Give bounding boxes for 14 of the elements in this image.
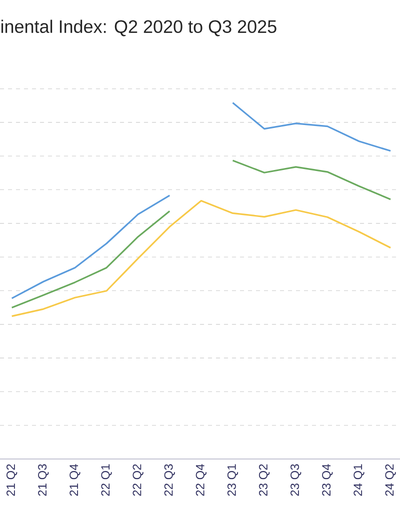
x-tick-label: 24 Q2: [385, 464, 396, 496]
x-tick-label: 21 Q4: [70, 464, 80, 496]
x-tick-label: 22 Q1: [101, 464, 112, 496]
x-tick-label: 22 Q2: [132, 464, 144, 496]
x-tick-label: 23 Q1: [227, 464, 238, 496]
x-tick-label: 22 Q3: [164, 464, 175, 496]
x-tick-label: 21 Q2: [6, 464, 18, 496]
x-tick-label: 21 Q3: [38, 464, 49, 496]
x-tick-label: 24 Q1: [354, 464, 364, 496]
chart-title: inental Index: Q2 2020 to Q3 2025: [1, 20, 276, 36]
x-tick-label: 23 Q3: [290, 464, 302, 496]
x-tick-label: 22 Q4: [196, 464, 206, 496]
x-tick-label: 23 Q4: [322, 464, 333, 496]
x-tick-label: 23 Q2: [258, 464, 270, 496]
